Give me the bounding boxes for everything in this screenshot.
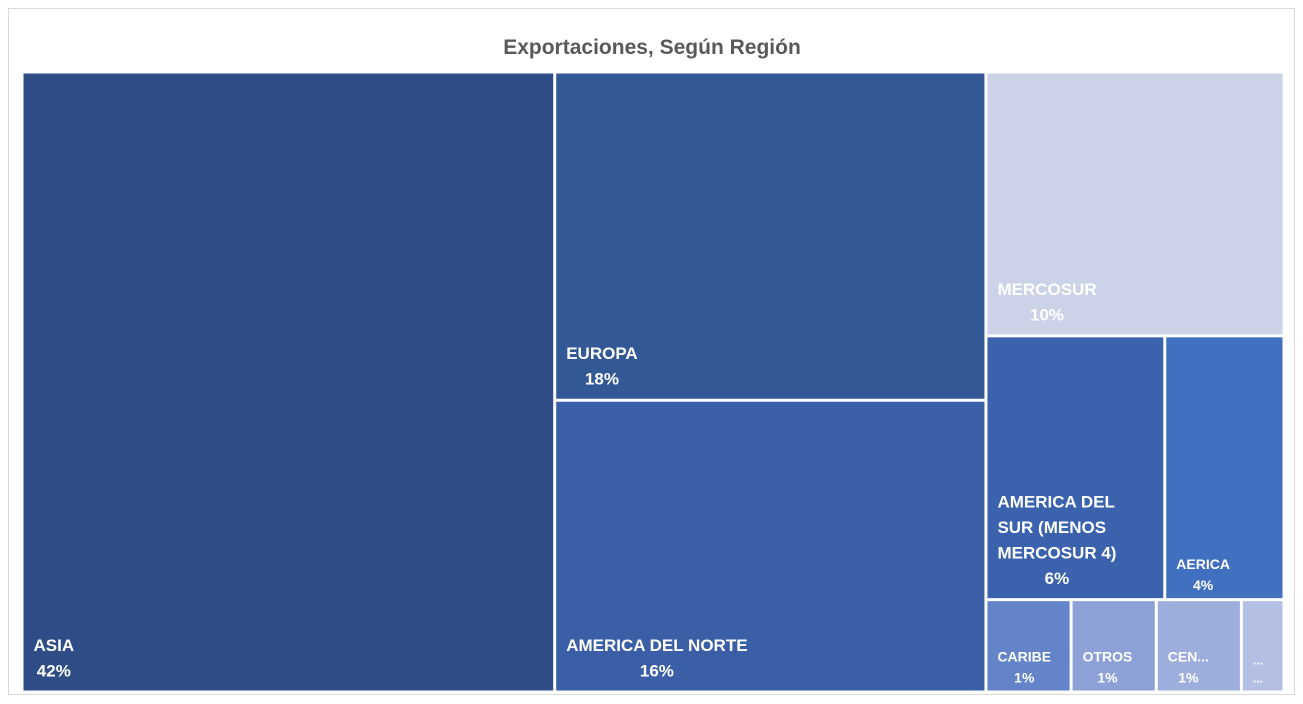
tile-value-label: 10% xyxy=(1030,305,1064,324)
tile-label: ... xyxy=(1253,654,1263,668)
tile-value-label: 6% xyxy=(1045,569,1070,588)
tile xyxy=(1166,337,1283,599)
tile-value-label: 42% xyxy=(37,662,71,681)
tile-value-label: 16% xyxy=(640,662,674,681)
tile-value-label: 1% xyxy=(1014,670,1035,686)
tile-value-label: 18% xyxy=(585,370,619,389)
chart-title: Exportaciones, Según Región xyxy=(503,36,801,59)
tile-label: OTROS xyxy=(1083,649,1133,665)
tile xyxy=(556,73,985,399)
tile-label: AMERICA DEL SUR (MENOS MERCOSUR 4) xyxy=(997,493,1116,563)
tile-label: MERCOSUR xyxy=(997,280,1096,299)
tile-label: AMERICA DEL NORTE xyxy=(566,636,747,655)
tile-label: AERICA xyxy=(1176,556,1230,572)
tile-value-label: 1% xyxy=(1178,670,1199,686)
tile-label: CARIBE xyxy=(997,649,1051,665)
tile-label: ASIA xyxy=(34,636,75,655)
tile-label-line: MERCOSUR 4) xyxy=(997,544,1116,563)
tile xyxy=(556,401,985,691)
tile-label-line: SUR (MENOS xyxy=(997,518,1106,537)
tile-label: EUROPA xyxy=(566,344,637,363)
tile xyxy=(987,337,1164,599)
tile xyxy=(987,601,1070,691)
tile xyxy=(987,73,1283,335)
tile-label: CEN... xyxy=(1168,649,1209,665)
tile-value-label: 1% xyxy=(1097,670,1118,686)
tile-value-label: 4% xyxy=(1193,577,1214,593)
tile xyxy=(1242,601,1283,691)
tile-label-line: AMERICA DEL xyxy=(997,493,1114,512)
tile xyxy=(1157,601,1240,691)
tile xyxy=(23,73,554,691)
tile xyxy=(1072,601,1155,691)
tile-value-label: ... xyxy=(1253,672,1263,686)
